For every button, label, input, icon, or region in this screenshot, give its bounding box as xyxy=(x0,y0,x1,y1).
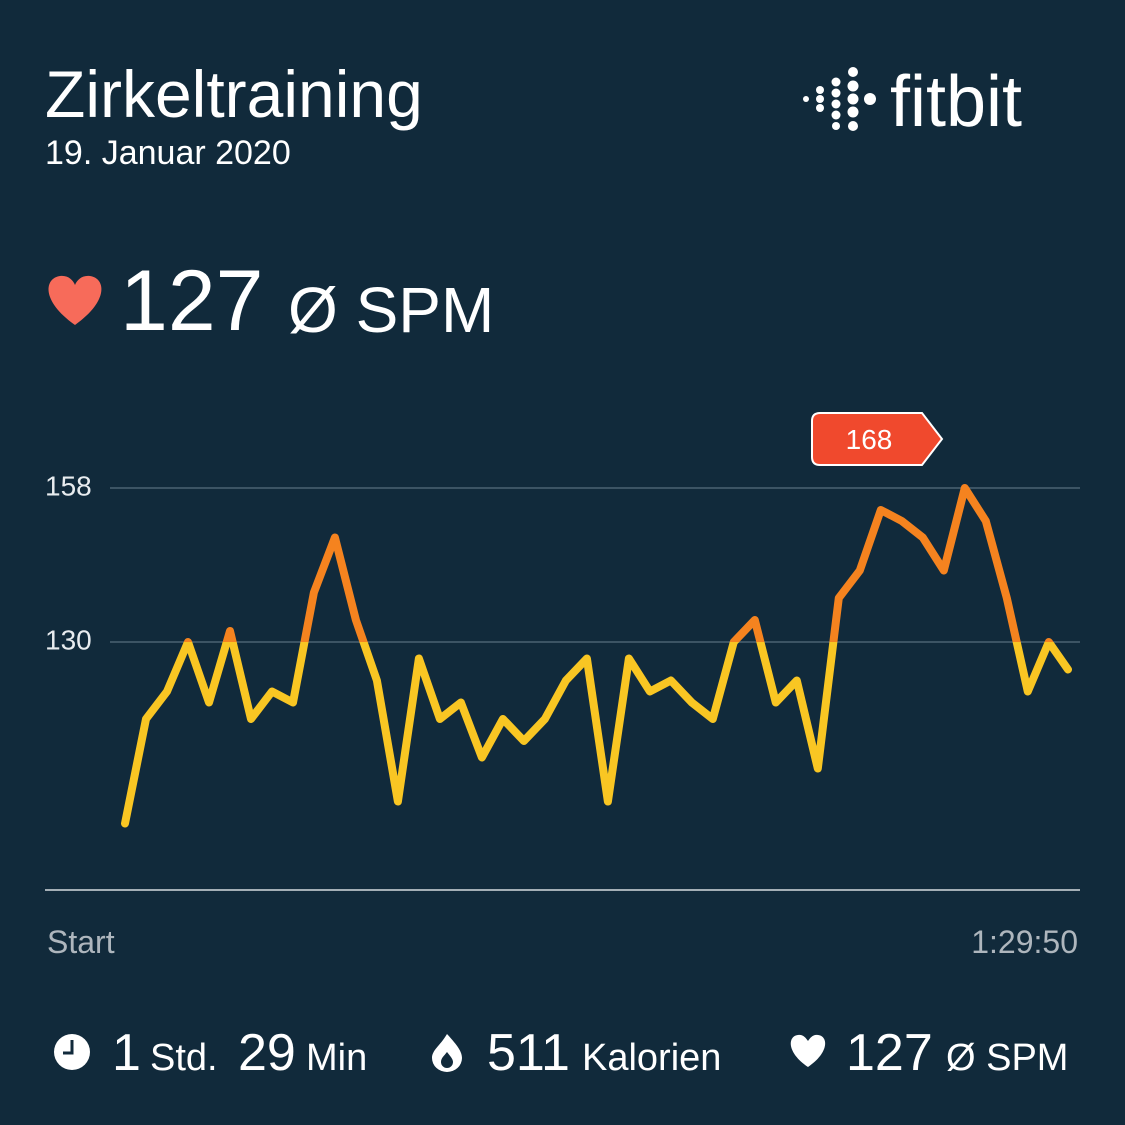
average-value: 127 xyxy=(120,253,264,349)
y-tick-label: 158 xyxy=(45,470,92,501)
hours-unit: Std. xyxy=(150,1037,218,1079)
clock-hands xyxy=(63,1040,74,1055)
y-tick-label: 130 xyxy=(45,624,92,655)
minutes-unit: Min xyxy=(306,1037,367,1079)
fitbit-logo-icon xyxy=(803,67,876,131)
heart-small-icon xyxy=(790,1034,826,1067)
heart-icon xyxy=(48,275,102,325)
x-tick-label: 1:29:50 xyxy=(971,924,1078,960)
date: 19. Januar 2020 xyxy=(45,134,291,172)
duration-hours: 1 xyxy=(112,1024,141,1082)
title: Zirkeltraining xyxy=(45,57,423,131)
max-badge-shape xyxy=(811,412,944,466)
heart-rate-unit: Ø SPM xyxy=(946,1037,1068,1079)
average-unit: Ø SPM xyxy=(288,274,494,346)
x-tick-label: Start xyxy=(47,924,115,960)
heart-rate: 127 xyxy=(846,1024,933,1082)
logo-text: fitbit xyxy=(890,62,1022,142)
max-label: 168 xyxy=(846,424,893,455)
calories-unit: Kalorien xyxy=(582,1037,721,1079)
flame-icon xyxy=(432,1034,462,1072)
max-badge: 168 xyxy=(811,412,944,466)
duration-minutes: 29 xyxy=(238,1024,296,1082)
calories: 511 xyxy=(487,1024,570,1082)
heart-rate-line xyxy=(121,484,1072,828)
